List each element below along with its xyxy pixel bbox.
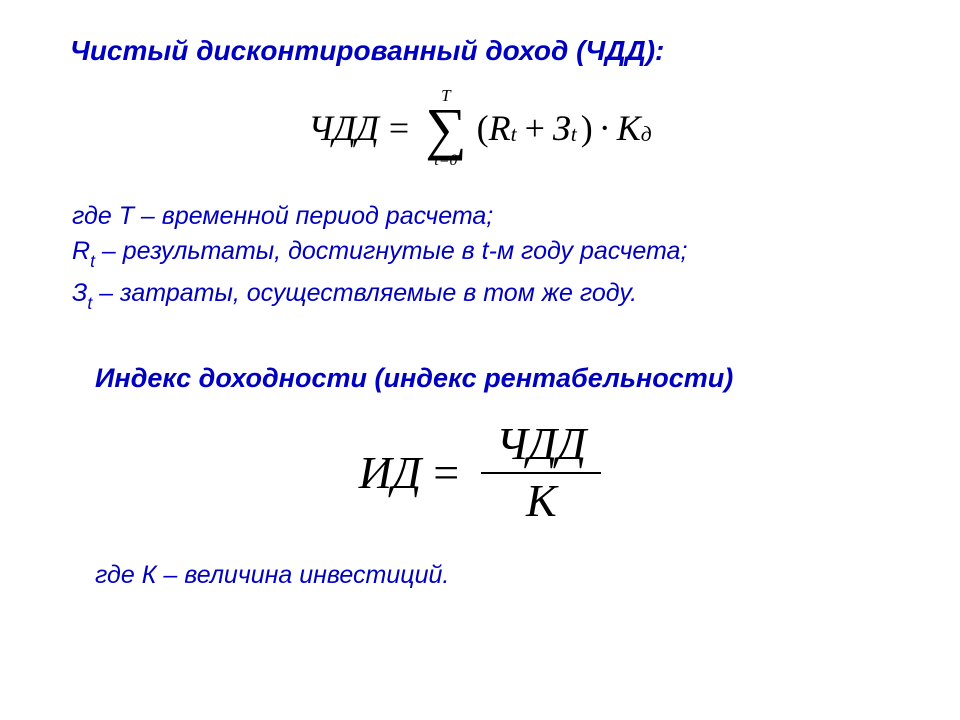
desc-line-1: где Т – временной период расчета; [72,199,890,234]
term-Z: З [553,107,571,149]
denominator: К [520,474,563,527]
desc-R: R [72,237,90,265]
desc-line-2: Rt – результаты, достигнутые в t-м году … [72,234,890,272]
formula-lhs: ЧДД [308,107,379,149]
desc-R-text: – результаты, достигнутые в t-м году рас… [95,237,687,265]
paren-close: ) [581,107,593,149]
term-R-sub: t [511,122,517,147]
equals-sign-2: = [433,446,459,499]
term-Z-sub: t [571,122,577,147]
desc-investment: где К – величина инвестиций. [95,561,890,590]
numerator: ЧДД [490,419,592,472]
term-R: R [489,107,511,149]
desc-R-sub: t [90,251,95,271]
equals-sign: = [389,107,409,149]
term-K: K [617,107,641,149]
fraction: ЧДД К [481,419,601,526]
formula2-lhs: ИД [359,446,422,499]
desc-Z: З [72,279,87,307]
summation: T ∑ t=0 [425,87,466,169]
desc-line-3: Зt – затраты, осуществляемые в том же го… [72,276,890,314]
formula-npv: ЧДД = T ∑ t=0 ( R t + З t ) · K д [70,87,890,169]
sigma-symbol: ∑ [425,104,466,153]
dot-operator: · [599,107,611,149]
paren-open: ( [477,107,489,149]
heading-npv: Чистый дисконтированный доход (ЧДД): [70,35,890,67]
desc-Z-sub: t [87,293,92,313]
formula-profitability-index: ИД = ЧДД К [70,419,890,526]
sum-lower-limit: t=0 [434,153,457,169]
desc-Z-text: – затраты, осуществляемые в том же году. [92,279,637,307]
plus-sign: + [525,107,545,149]
term-K-sub: д [641,122,652,147]
heading-profitability-index: Индекс доходности (индекс рентабельности… [95,363,890,394]
